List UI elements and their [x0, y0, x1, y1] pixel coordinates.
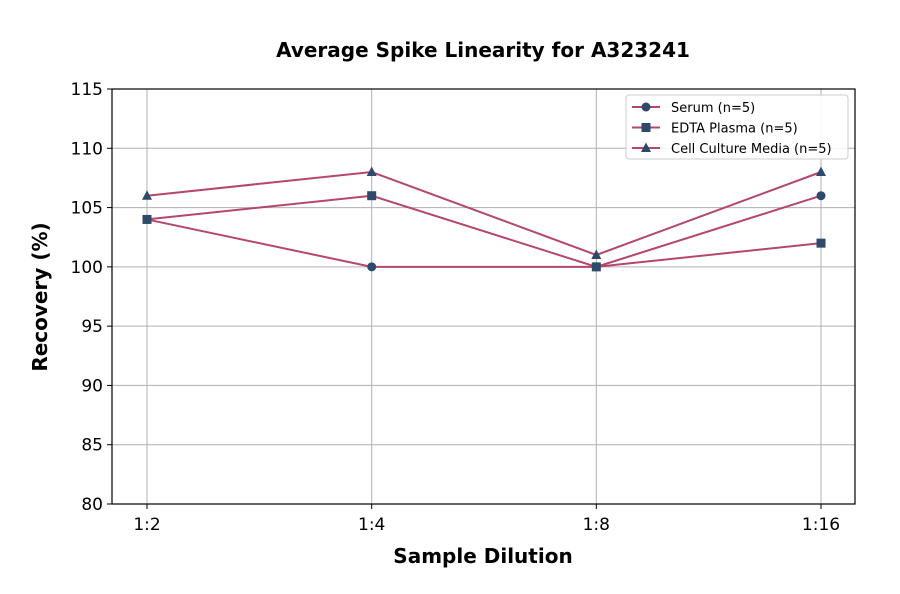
series-line	[146, 170, 822, 257]
x-tick-label: 1:4	[358, 515, 385, 535]
y-tick-label: 90	[81, 376, 103, 396]
y-tick-label: 80	[81, 495, 103, 515]
data-point	[816, 238, 826, 248]
data-point	[142, 190, 152, 200]
data-point	[142, 214, 152, 224]
plot-frame	[111, 88, 856, 505]
legend-label: Serum (n=5)	[671, 101, 755, 116]
series-2	[142, 166, 826, 259]
y-axis-label: Recovery (%)	[28, 222, 52, 371]
legend-label: EDTA Plasma (n=5)	[671, 122, 798, 137]
series-line	[146, 194, 822, 268]
chart-title: Average Spike Linearity for A323241	[276, 38, 690, 62]
legend-marker	[641, 123, 651, 132]
data-point	[367, 191, 377, 201]
legend-label: Cell Culture Media (n=5)	[671, 142, 832, 157]
y-tick-label: 100	[71, 258, 103, 278]
legend-marker	[641, 102, 651, 112]
series-line	[146, 194, 822, 268]
x-tick-label: 1:8	[583, 515, 610, 535]
y-tick-label: 95	[81, 317, 103, 337]
series-1	[142, 191, 826, 272]
data-point	[816, 191, 826, 201]
y-tick-label: 105	[71, 199, 103, 219]
data-point	[366, 166, 377, 176]
x-tick-label: 1:2	[133, 515, 160, 535]
data-point	[816, 166, 826, 176]
x-axis-label: Sample Dilution	[393, 544, 572, 568]
x-tick-label: 1:16	[802, 515, 840, 535]
legend: Serum (n=5) EDTA Plasma (n=5) Cell Culture…	[625, 94, 849, 160]
data-point	[591, 262, 601, 272]
y-tick-label: 85	[81, 436, 103, 456]
data-point	[591, 249, 602, 259]
data-point	[367, 262, 377, 272]
y-tick-label: 115	[71, 80, 103, 100]
legend-box	[625, 94, 849, 160]
legend-marker	[641, 142, 651, 152]
y-tick-label: 110	[71, 139, 103, 159]
